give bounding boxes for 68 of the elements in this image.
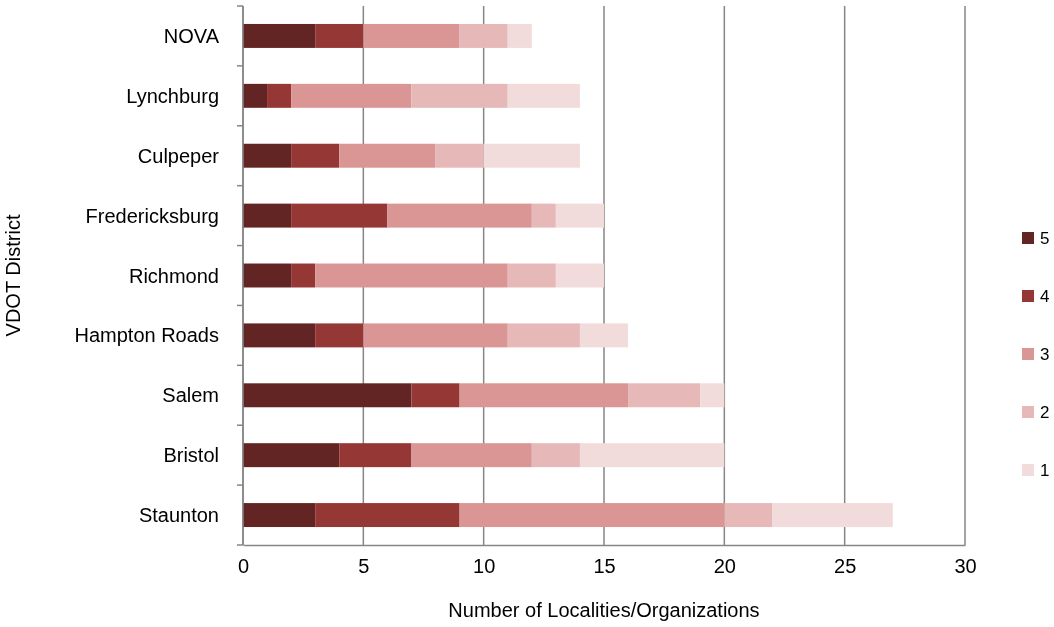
legend-label: 4 — [1040, 286, 1050, 306]
bar — [507, 23, 532, 48]
bar — [579, 323, 629, 348]
bar — [579, 443, 725, 468]
bar — [531, 203, 556, 228]
bar — [363, 323, 508, 348]
y-tick-label: Salem — [162, 384, 219, 407]
bar — [459, 503, 725, 528]
x-axis-title: Number of Localities/Organizations — [448, 599, 760, 621]
bar — [363, 23, 460, 48]
bar — [411, 383, 460, 408]
y-tick-label: Hampton Roads — [74, 324, 219, 347]
bar — [243, 23, 316, 48]
bar — [459, 23, 508, 48]
bar — [291, 83, 412, 108]
bar — [339, 443, 412, 468]
bar — [243, 323, 316, 348]
x-tick-label: 10 — [473, 555, 496, 578]
x-tick-label: 15 — [593, 555, 616, 578]
legend-label: 1 — [1040, 460, 1050, 480]
bar — [507, 323, 580, 348]
x-tick-label: 5 — [358, 555, 370, 578]
bar — [243, 203, 292, 228]
bar — [267, 83, 292, 108]
bar — [507, 263, 556, 288]
bar — [772, 503, 893, 528]
bar — [243, 143, 292, 168]
bar — [291, 203, 388, 228]
x-tick-label: 20 — [713, 555, 736, 578]
bar — [315, 263, 508, 288]
bar — [291, 263, 316, 288]
bar — [555, 263, 604, 288]
x-tick-label: 30 — [954, 555, 977, 578]
bar — [243, 503, 316, 528]
legend-label: 5 — [1040, 228, 1050, 248]
y-tick-label: Richmond — [128, 264, 219, 287]
bar — [459, 383, 629, 408]
y-tick-label: Lynchburg — [126, 84, 219, 107]
bar — [243, 383, 412, 408]
bar — [483, 143, 580, 168]
bar — [435, 143, 484, 168]
bar — [628, 383, 701, 408]
y-tick-label: Culpeper — [137, 144, 220, 167]
bar — [411, 443, 532, 468]
bar — [387, 203, 532, 228]
y-tick-label: Staunton — [138, 504, 219, 527]
y-tick-label: Bristol — [163, 444, 219, 467]
legend-label: 2 — [1040, 402, 1050, 422]
legend-label: 3 — [1040, 344, 1050, 364]
y-axis-title: VDOT District — [2, 214, 24, 337]
bar — [411, 83, 508, 108]
y-tick-label: Fredericksburg — [85, 204, 219, 227]
bar — [243, 83, 268, 108]
bar — [555, 203, 604, 228]
bar — [339, 143, 436, 168]
bar — [315, 503, 460, 528]
bar — [700, 383, 725, 408]
bar — [724, 503, 773, 528]
bar — [315, 23, 364, 48]
y-tick-label: NOVA — [163, 24, 220, 47]
x-tick-label: 25 — [834, 555, 857, 578]
bar — [291, 143, 340, 168]
x-tick-label: 0 — [237, 555, 250, 578]
bar — [243, 443, 340, 468]
bar — [315, 323, 364, 348]
bar — [531, 443, 580, 468]
bar — [243, 263, 292, 288]
bar — [507, 83, 580, 108]
